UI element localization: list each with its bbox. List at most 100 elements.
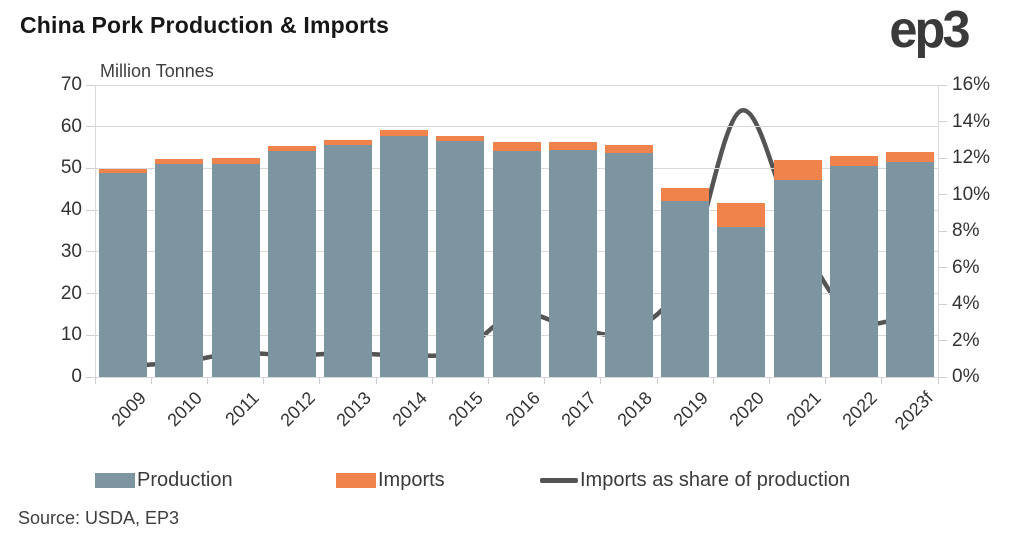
imports-bar [99,168,148,173]
left-axis-tick [86,293,95,295]
left-axis-tick-label: 20 [60,282,82,304]
right-axis-tick [938,340,947,341]
production-bar [267,150,316,377]
imports-swatch-icon [336,472,376,488]
legend-item-production: Production [95,466,233,494]
production-bar [604,152,653,377]
x-axis-tick [94,377,96,384]
right-axis-tick [938,267,947,268]
right-axis-tick-label: 12% [952,147,991,168]
x-axis-tick [768,377,770,384]
production-bar [380,135,429,377]
right-axis-tick [938,157,947,159]
imports-bar [717,203,766,227]
right-axis-tick-label: 14% [952,110,991,132]
x-axis-tick [487,377,489,384]
legend-item-share: Imports as share of production [540,466,850,494]
left-axis-line [95,85,96,377]
right-axis-tick [938,303,947,305]
left-axis-tick-label: 50 [60,157,82,179]
imports-bar [323,139,372,146]
left-axis-tick-label: 10 [60,324,82,346]
legend-item-imports: Imports [336,466,445,494]
production-bar [99,172,148,377]
left-axis-tick [86,84,95,86]
production-bar [492,150,541,377]
imports-bar [436,135,485,141]
x-axis-tick [600,377,602,384]
x-axis-tick [656,377,658,384]
imports-bar [380,130,429,136]
left-axis-tick [86,376,95,378]
legend: Production Imports Imports as share of p… [0,466,1024,494]
x-axis-tick [544,377,546,384]
production-swatch-icon [95,472,135,488]
gridline [95,376,938,378]
imports-bar [548,142,597,151]
production-bar [717,226,766,377]
right-axis-line [938,85,939,377]
legend-production-label: Production [137,468,233,491]
imports-bar [267,145,316,151]
left-axis-tick-label: 0 [71,366,82,387]
production-bar [885,161,934,377]
imports-bar [604,145,653,153]
production-bar [436,140,485,377]
imports-bar [661,188,710,201]
right-axis-tick [938,84,947,86]
x-axis-tick [712,377,714,384]
right-axis-tick [938,194,947,195]
x-axis-tick [150,377,152,384]
right-axis-tick [938,121,947,122]
right-axis-tick-label: 2% [952,329,980,351]
x-axis-tick [319,377,321,384]
x-axis-tick [937,377,939,384]
left-axis-tick-label: 70 [60,74,82,95]
share-line-swatch-icon [540,477,578,483]
left-axis-tick [86,251,95,253]
left-axis-tick [86,126,95,128]
x-axis-tick [375,377,377,384]
right-axis-tick-label: 0% [952,366,980,387]
left-axis-tick [86,167,95,169]
x-axis-tick [431,377,433,384]
right-axis-tick-label: 4% [952,293,980,314]
x-axis-tick [881,377,883,384]
x-axis-tick [825,377,827,384]
production-bar [323,145,372,377]
left-axis-tick-label: 40 [60,199,82,221]
production-bar [155,163,204,377]
production-bar [548,150,597,377]
left-axis-tick [86,334,95,336]
right-axis-tick-label: 10% [952,183,991,205]
right-axis-tick-label: 8% [952,220,980,241]
left-axis-units-label: Million Tonnes [100,61,214,81]
source-note: Source: USDA, EP3 [18,508,180,528]
chart-title: China Pork Production & Imports [20,12,390,38]
legend-share-label: Imports as share of production [580,468,851,491]
left-axis-tick [86,209,95,211]
production-bar [211,164,260,377]
imports-bar [492,141,541,151]
gridline [95,126,938,128]
gridline [95,84,938,86]
left-axis-tick-label: 30 [60,240,82,262]
right-axis-tick-label: 6% [952,256,980,278]
imports-bar [155,159,204,164]
imports-bar [829,155,878,166]
imports-bar [885,151,934,162]
ep3-logo: ep3 [889,1,971,59]
legend-imports-label: Imports [378,468,445,491]
right-axis-tick-label: 16% [952,74,991,95]
production-bar [773,180,822,377]
right-axis-tick [938,230,947,232]
right-axis-tick [938,376,947,378]
x-axis-tick [263,377,265,384]
imports-bar [211,158,260,165]
production-bar [829,165,878,377]
imports-bar [773,160,822,181]
x-axis-tick [206,377,208,384]
production-bar [661,200,710,377]
left-axis-tick-label: 60 [60,115,82,137]
